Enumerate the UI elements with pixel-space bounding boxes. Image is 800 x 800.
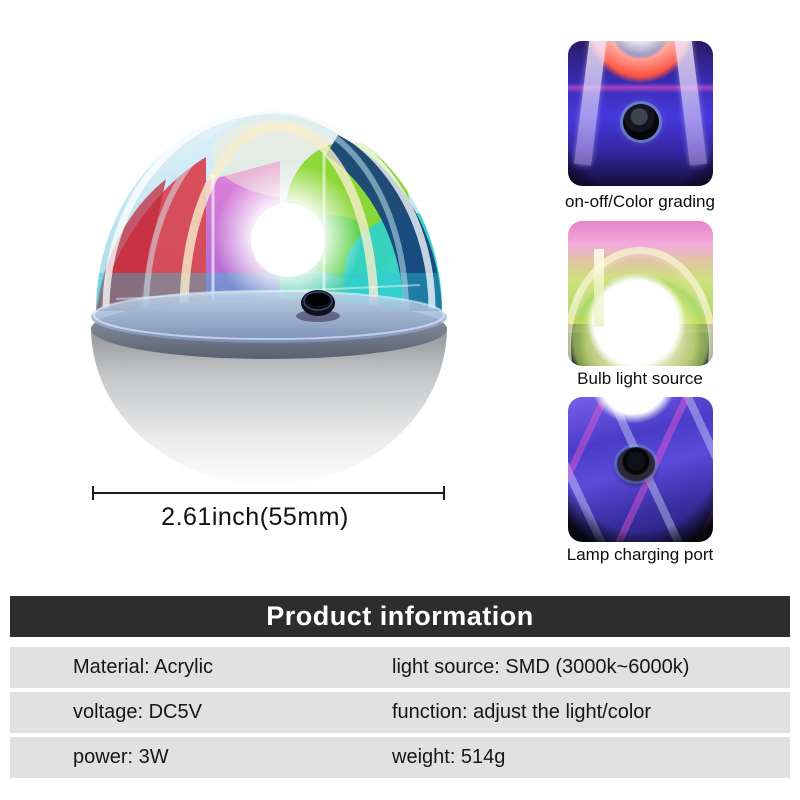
- info-row-material: Material: Acrylic light source: SMD (300…: [10, 647, 790, 688]
- main-product-image: [86, 95, 452, 487]
- onoff-button: [622, 104, 659, 141]
- thumbnail-bulb-light-source: [568, 221, 713, 366]
- acrylic-post: [594, 249, 604, 327]
- thumbnail-onoff-color-grading: [568, 41, 713, 186]
- thumbnail-caption: on-off/Color grading: [565, 192, 715, 211]
- thumbnail-caption: Lamp charging port: [566, 545, 714, 564]
- dome-lamp-illustration: [91, 111, 447, 485]
- info-row-power: power: 3W weight: 514g: [10, 737, 790, 778]
- thumbnail-caption: Bulb light source: [577, 369, 703, 388]
- acrylic-strip: [574, 41, 607, 166]
- info-cell-weight: weight: 514g: [392, 746, 506, 768]
- dimension-label: 2.61inch(55mm): [161, 503, 349, 531]
- info-cell-function: function: adjust the light/color: [392, 701, 652, 723]
- info-cell-power: power: 3W: [73, 746, 169, 768]
- info-cell-light-source: light source: SMD (3000k~6000k): [392, 656, 690, 678]
- acrylic-arch: [568, 247, 713, 366]
- info-row-voltage: voltage: DC5V function: adjust the light…: [10, 692, 790, 733]
- product-information-header: Product information: [10, 596, 790, 637]
- charging-port: [617, 446, 656, 481]
- info-cell-voltage: voltage: DC5V: [73, 701, 202, 723]
- thumbnail-lamp-charging-port: [568, 397, 713, 542]
- dimension-line-bar: [94, 492, 443, 494]
- acrylic-strip: [674, 41, 707, 166]
- lamp-knob: [296, 290, 340, 322]
- dimension-line: [92, 486, 445, 500]
- info-cell-material: Material: Acrylic: [73, 656, 214, 678]
